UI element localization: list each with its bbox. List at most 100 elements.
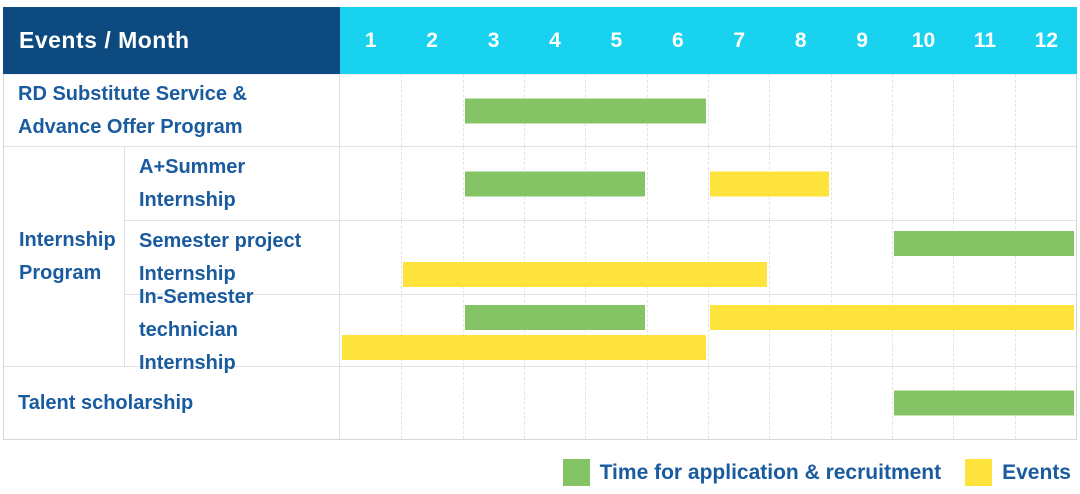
month-gridline [953,295,955,366]
table-row: In-Semester technician Internship [125,286,1076,374]
month-gridline [953,75,955,146]
table-header-row: Events / Month 1 2 3 4 5 6 7 8 9 10 11 12 [3,7,1077,74]
green-swatch-icon [562,459,590,486]
month-gridline [892,75,893,146]
row-label-text: RD Substitute Service & Advance Offer Pr… [18,82,247,138]
month-gridline [1014,295,1016,366]
month-gridline [646,367,648,439]
legend-label: Events [1002,460,1071,484]
month-gridline [524,295,525,366]
legend-item-application: Time for application & recruitment [562,459,942,486]
month-gridline [646,147,648,220]
table-row: A+Summer Internship [125,147,1076,221]
gantt-table: Events / Month 1 2 3 4 5 6 7 8 9 10 11 12 RD Substi… [3,7,1077,440]
sub-row-label: A+Summer Internship [125,147,340,220]
month-gridline [646,295,648,366]
month-gridline [769,221,771,294]
gantt-bar-application [464,98,706,123]
group-subrows: A+Summer Internship Semester project Int… [125,147,1076,374]
sub-row-label: In-Semester technician Internship [125,286,340,374]
month-gridline [830,367,832,439]
group-label-text: Internship Program [19,228,116,284]
row-label: RD Substitute Service & Advance Offer Pr… [4,75,340,146]
gantt-bar-event [403,261,768,287]
month-header-cell: 6 [671,28,684,52]
month-gridline [1014,147,1016,220]
month-header-cell: 2 [426,28,438,52]
month-gridline [708,295,709,366]
legend-label: Time for application & recruitment [599,460,942,484]
month-gridline [892,147,893,220]
month-gridline [769,75,771,146]
month-gridline [462,147,464,220]
month-gridline [708,75,709,146]
month-gridline [462,75,464,146]
month-header-cell: 9 [856,28,868,52]
month-gridline [524,367,525,439]
chart-cell [340,221,1076,294]
table-row: Semester project Internship [125,221,1076,295]
month-gridline [953,221,955,294]
month-header-cell: 1 [364,28,377,52]
gantt-bar-application [464,171,645,196]
month-gridline [462,367,464,439]
month-gridline [462,295,464,366]
month-gridline [892,221,893,294]
month-header-cell: 7 [733,28,746,52]
month-gridline [401,295,403,366]
table-body: RD Substitute Service & Advance Offer Pr… [3,74,1077,440]
sub-row-label: Semester project Internship [125,221,340,294]
month-gridline [892,295,893,366]
month-gridline [401,221,403,294]
month-header: 1 2 3 4 5 6 7 8 9 10 11 12 [340,7,1077,74]
table-row: RD Substitute Service & Advance Offer Pr… [4,75,1076,147]
month-gridline [401,147,403,220]
month-gridline [462,221,464,294]
month-header-cell: 10 [911,28,936,52]
month-gridline [524,221,525,294]
legend-item-event: Events [965,459,1071,486]
gantt-bar-event [710,304,1074,330]
row-label-text: A+Summer Internship [139,155,246,211]
month-gridline [585,367,587,439]
corner-header: Events / Month [3,7,340,74]
month-gridline [401,367,403,439]
group-label: Internship Program [4,147,125,366]
month-gridline [708,221,709,294]
month-gridline [708,147,709,220]
gantt-bar-application [894,231,1074,257]
chart-cell [340,367,1076,439]
table-row: Talent scholarship [4,367,1076,439]
month-gridline [585,221,587,294]
gantt-bar-application [464,304,645,330]
month-gridline [401,75,403,146]
row-label: Talent scholarship [4,367,340,439]
table-row-group: Internship Program A+Summer Internship S… [4,147,1076,374]
row-label-text: In-Semester technician Internship [139,286,254,374]
row-label-text: Talent scholarship [18,391,194,414]
month-gridline [1014,221,1016,294]
corner-header-label: Events / Month [19,27,190,53]
month-gridline [585,295,587,366]
month-header-cell: 12 [1034,28,1059,52]
chart-cell [340,75,1076,146]
chart-cell [340,147,1076,220]
month-gridline [708,367,709,439]
month-gridline [830,295,832,366]
month-header-cell: 8 [794,28,807,52]
month-gridline [646,221,648,294]
month-gridline [830,147,832,220]
month-header-cell: 3 [487,28,500,52]
month-gridline [892,367,893,439]
gantt-bar-event [710,171,829,196]
gantt-bar-event [342,334,706,360]
row-label-text: Semester project Internship [139,229,302,285]
month-header-cell: 5 [610,28,623,52]
month-gridline [769,295,771,366]
month-header-cell: 4 [549,28,561,52]
month-gridline [830,221,832,294]
month-header-cell: 11 [973,28,997,52]
gantt-bar-application [894,390,1074,416]
month-gridline [830,75,832,146]
